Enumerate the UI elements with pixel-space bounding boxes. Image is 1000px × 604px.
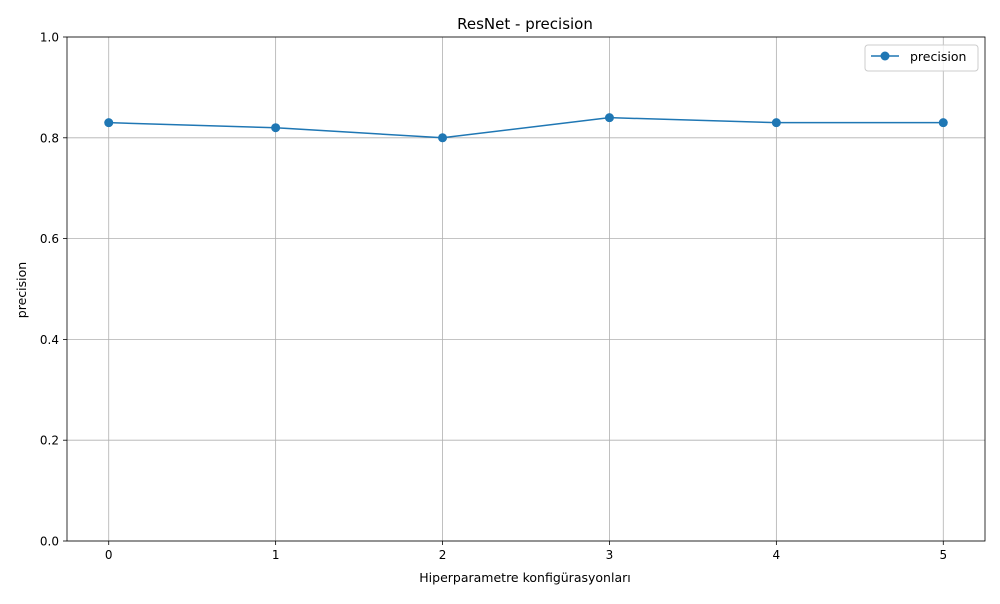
series-layer (104, 113, 948, 143)
legend-box (864, 44, 979, 72)
series-line-precision (108, 116, 944, 139)
plot-area-border (66, 36, 986, 542)
y-tick-label: 0.0 (40, 535, 59, 549)
y-tick-label: 1.0 (40, 31, 59, 45)
x-tick-label: 0 (105, 548, 113, 562)
grid-lines (67, 36, 985, 542)
x-axis-label: Hiperparametre konfigürasyonları (419, 570, 630, 585)
y-tick-label: 0.8 (40, 131, 59, 145)
y-tick-label: 0.2 (40, 434, 59, 448)
data-point (271, 123, 281, 133)
data-point (104, 118, 114, 128)
x-tick-label: 2 (439, 548, 447, 562)
legend-marker-swatch (880, 51, 890, 61)
x-tick-label: 1 (272, 548, 280, 562)
y-tick-label: 0.6 (40, 232, 59, 246)
data-point (938, 118, 948, 128)
plot-frame (66, 36, 986, 542)
legend: precision (864, 44, 979, 72)
data-point (604, 113, 614, 123)
legend-label: precision (910, 49, 966, 64)
chart-title: ResNet - precision (457, 15, 593, 33)
data-point (771, 118, 781, 128)
y-tick-label: 0.4 (40, 333, 59, 347)
x-tick-label: 4 (773, 548, 781, 562)
data-point (438, 133, 448, 143)
axis-ticks: 0 1 2 3 4 5 0.0 0.2 0.4 0.6 0.8 1.0 (40, 31, 947, 563)
y-axis-label: precision (14, 262, 29, 318)
x-tick-label: 3 (606, 548, 614, 562)
x-tick-label: 5 (939, 548, 947, 562)
